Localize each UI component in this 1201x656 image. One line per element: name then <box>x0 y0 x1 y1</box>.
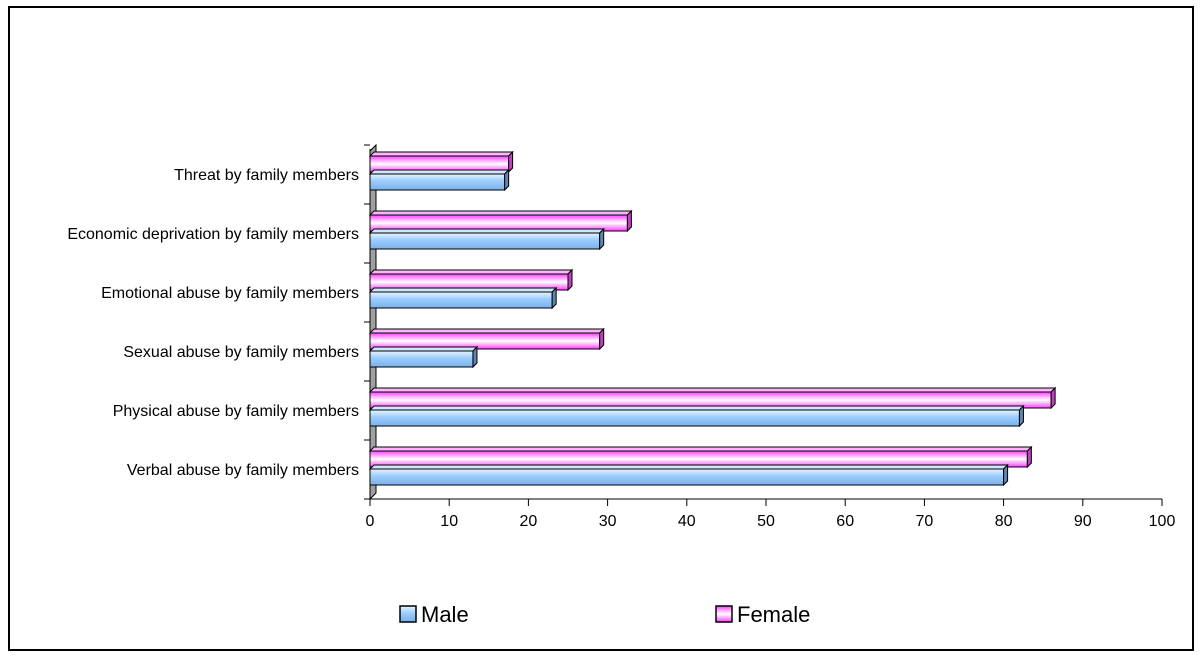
category-label: Physical abuse by family members <box>113 403 359 420</box>
legend-label-female: Female <box>737 602 810 627</box>
legend-swatch-male <box>399 605 417 623</box>
x-tick-label: 20 <box>520 513 538 530</box>
x-tick-label: 100 <box>1149 513 1176 530</box>
legend-label-male: Male <box>421 602 469 627</box>
bar-female-top <box>368 269 574 275</box>
bar-male-end <box>599 227 605 251</box>
bar-female <box>368 445 1033 469</box>
bar-male-end <box>1018 404 1024 428</box>
bar-male-top <box>368 169 510 175</box>
bar-female-top <box>368 328 605 334</box>
x-tick-label: 80 <box>995 513 1013 530</box>
bar-male-front <box>369 291 553 309</box>
bar-male-front <box>369 409 1020 427</box>
bar-female <box>368 268 574 292</box>
bar-male-top <box>368 228 605 234</box>
bar-male-end <box>472 345 478 369</box>
bar-female-top <box>368 210 633 216</box>
category-label: Threat by family members <box>174 167 359 184</box>
category-label: Sexual abuse by family members <box>123 344 359 361</box>
x-tick-label: 90 <box>1074 513 1092 530</box>
bar-male <box>368 463 1009 487</box>
bar-male <box>368 345 479 369</box>
bar-female <box>368 150 514 174</box>
bar-female-end <box>626 209 632 233</box>
bar-female <box>368 209 633 233</box>
bar-male <box>368 286 558 310</box>
bar-male-front <box>369 173 506 191</box>
bar-female-top <box>368 446 1033 452</box>
category-label: Emotional abuse by family members <box>101 285 359 302</box>
bar-male-front <box>369 468 1005 486</box>
x-tick-label: 10 <box>440 513 458 530</box>
bar-male-end <box>551 286 557 310</box>
category-label: Verbal abuse by family members <box>127 462 359 479</box>
bar-male <box>368 227 605 251</box>
x-tick-label: 30 <box>599 513 617 530</box>
bar-female <box>368 327 605 351</box>
x-tick-label: 60 <box>836 513 854 530</box>
bar-female-end <box>567 268 573 292</box>
x-tick-label: 50 <box>757 513 775 530</box>
bar-male-end <box>1003 463 1009 487</box>
bar-male <box>368 404 1025 428</box>
x-tick-label: 40 <box>678 513 696 530</box>
bar-female-top <box>368 387 1057 393</box>
bar-male-top <box>368 405 1025 411</box>
bar-male-end <box>504 168 510 192</box>
bar-female-end <box>1026 445 1032 469</box>
bar-male-front <box>369 232 601 250</box>
bar-male-top <box>368 346 479 352</box>
bar-male-top <box>368 464 1009 470</box>
legend-swatch-female <box>715 605 733 623</box>
x-tick-label: 70 <box>916 513 934 530</box>
bar-female <box>368 386 1057 410</box>
bar-female-top <box>368 151 514 157</box>
bar-female-end <box>599 327 605 351</box>
bar-male <box>368 168 510 192</box>
bar-male-front <box>369 350 474 368</box>
bar-female-end <box>508 150 514 174</box>
axis-wall <box>369 143 377 501</box>
bar-female-end <box>1050 386 1056 410</box>
bar-male-top <box>368 287 558 293</box>
category-label: Economic deprivation by family members <box>67 226 359 243</box>
x-tick-label: 0 <box>366 513 375 530</box>
